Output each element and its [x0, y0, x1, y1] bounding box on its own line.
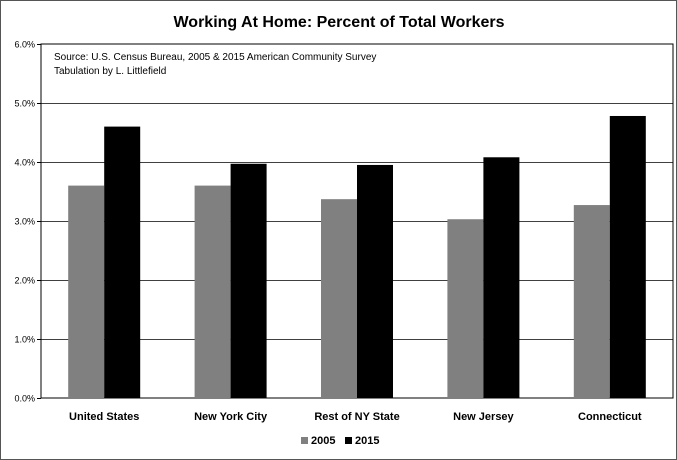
- bar-2015-united-states: [104, 126, 141, 398]
- x-tick-label: New Jersey: [453, 411, 514, 423]
- bar-2005-connecticut: [573, 205, 610, 398]
- y-tick-label: 4.0%: [14, 158, 35, 168]
- legend: 2005 2015: [301, 435, 379, 447]
- y-tick-label: 0.0%: [14, 394, 35, 404]
- bar-2005-new-jersey: [447, 219, 484, 398]
- legend-label-2005: 2005: [311, 435, 335, 447]
- x-tick-label: Connecticut: [578, 411, 642, 423]
- bar-2005-united-states: [68, 185, 105, 398]
- x-tick-label: United States: [69, 411, 139, 423]
- bar-2015-new-york-city: [230, 163, 267, 398]
- legend-swatch-2005: [301, 437, 308, 444]
- bar-2015-connecticut: [609, 115, 646, 398]
- y-tick-label: 3.0%: [14, 217, 35, 227]
- bars: [68, 115, 646, 398]
- x-tick-label: Rest of NY State: [314, 411, 399, 423]
- tabulation-note: Tabulation by L. Littlefield: [54, 66, 166, 77]
- y-tick-label: 2.0%: [14, 276, 35, 286]
- x-tick-label: New York City: [194, 411, 268, 423]
- bar-2015-rest-of-ny-state: [357, 164, 393, 398]
- y-axis: 0.0% 1.0% 2.0% 3.0% 4.0% 5.0% 6.0%: [14, 40, 41, 404]
- y-tick-label: 6.0%: [14, 40, 35, 50]
- y-tick-label: 5.0%: [14, 99, 35, 109]
- bar-2015-new-jersey: [483, 157, 520, 398]
- y-tick-label: 1.0%: [14, 335, 35, 345]
- bar-2005-rest-of-ny-state: [321, 199, 357, 398]
- x-axis: United States New York City Rest of NY Sta…: [69, 411, 642, 423]
- chart-title: Working At Home: Percent of Total Worker…: [173, 14, 504, 31]
- legend-label-2015: 2015: [355, 435, 379, 447]
- bar-2005-new-york-city: [194, 185, 231, 398]
- legend-swatch-2015: [345, 437, 352, 444]
- source-note: Source: U.S. Census Bureau, 2005 & 2015 …: [54, 52, 376, 63]
